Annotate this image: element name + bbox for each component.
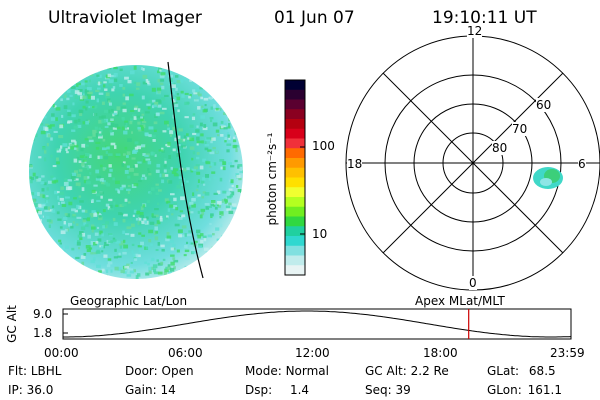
colorbar-band — [285, 236, 305, 247]
altitude-xtick: 18:00 — [423, 346, 458, 360]
colorbar-band — [285, 255, 305, 266]
colorbar-band — [285, 80, 305, 91]
time-label: 19:10:11 UT — [432, 8, 537, 28]
colorbar-band — [285, 245, 305, 257]
altitude-plot — [62, 308, 572, 340]
colorbar-band — [285, 158, 305, 169]
colorbar-band — [285, 206, 305, 218]
colorbar-band — [285, 187, 305, 198]
colorbar-band — [285, 109, 305, 120]
polar-label-dawn: 6 — [578, 157, 586, 171]
colorbar-frame — [284, 79, 306, 276]
colorbar-tick-label: 10 — [312, 227, 328, 241]
colorbar-band — [285, 99, 305, 110]
date-label: 01 Jun 07 — [274, 8, 355, 28]
status-mode: Mode: Normal — [245, 364, 329, 378]
polar-label-dusk: 18 — [347, 157, 363, 171]
status-glat: GLat: 68.5 — [487, 364, 556, 378]
colorbar-band — [285, 119, 305, 130]
polar-label-midnight: 0 — [469, 276, 477, 290]
right-panel-label: Apex MLat/MLT — [415, 294, 505, 308]
colorbar-band — [285, 197, 305, 208]
colorbar-band — [285, 128, 305, 140]
colorbar — [285, 80, 305, 276]
altitude-curve — [63, 310, 572, 338]
colorbar-band — [285, 148, 305, 159]
status-ip: IP: 36.0 — [8, 383, 54, 397]
colorbar-tick-label: 100 — [312, 139, 335, 153]
polar-label-noon: 12 — [467, 24, 483, 38]
polar-ring-label-80: 80 — [492, 141, 508, 155]
instrument-title: Ultraviolet Imager — [48, 8, 202, 28]
colorbar-band — [285, 265, 305, 276]
altitude-ylabel: GC Alt — [5, 305, 19, 343]
colorbar-band — [285, 89, 305, 101]
altitude-xtick: 23:59 — [550, 346, 585, 360]
altitude-ytick: 1.8 — [33, 326, 53, 340]
colorbar-band — [285, 216, 305, 227]
polar-plot — [345, 35, 600, 291]
colorbar-band — [285, 177, 305, 188]
colorbar-band — [285, 138, 305, 149]
status-door: Door: Open — [125, 364, 194, 378]
altitude-xtick: 12:00 — [295, 346, 330, 360]
terminator-line — [167, 61, 204, 279]
polar-ring-label-70: 70 — [512, 122, 528, 136]
status-dsp: Dsp: 1.4 — [245, 383, 310, 397]
auroral-spot — [533, 167, 563, 189]
colorbar-unit-label: photon cm⁻²s⁻¹ — [265, 132, 279, 226]
altitude-xtick: 06:00 — [168, 346, 203, 360]
altitude-xtick: 00:00 — [44, 346, 79, 360]
uv-globe-image — [29, 61, 243, 279]
status-seq: Seq: 39 — [365, 383, 411, 397]
status-gc-alt: GC Alt: 2.2 Re — [365, 364, 449, 378]
altitude-ytick: 9.0 — [33, 307, 53, 321]
status-flt: Flt: LBHL — [8, 364, 62, 378]
status-gain: Gain: 14 — [125, 383, 176, 397]
colorbar-band — [285, 167, 305, 179]
altitude-frame — [62, 308, 572, 340]
status-glon: GLon: 161.1 — [487, 383, 562, 397]
polar-ring-label-60: 60 — [536, 98, 552, 112]
colorbar-band — [285, 226, 305, 237]
left-panel-label: Geographic Lat/Lon — [70, 294, 188, 308]
polar-axis-diag2 — [382, 72, 564, 254]
